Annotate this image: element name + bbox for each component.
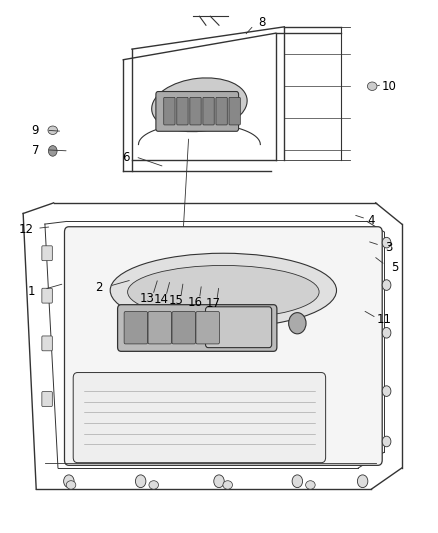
Text: 9: 9 xyxy=(32,124,39,137)
Circle shape xyxy=(292,475,303,488)
Ellipse shape xyxy=(152,78,247,132)
FancyBboxPatch shape xyxy=(229,98,240,125)
Circle shape xyxy=(214,475,224,488)
Circle shape xyxy=(48,146,57,156)
Ellipse shape xyxy=(223,481,233,489)
FancyBboxPatch shape xyxy=(42,336,52,351)
Text: 10: 10 xyxy=(382,80,397,93)
Text: 3: 3 xyxy=(385,241,392,254)
Text: 1: 1 xyxy=(28,286,35,298)
Ellipse shape xyxy=(127,265,319,318)
FancyBboxPatch shape xyxy=(156,92,239,131)
Circle shape xyxy=(135,475,146,488)
Circle shape xyxy=(382,327,391,338)
FancyBboxPatch shape xyxy=(190,98,201,125)
Circle shape xyxy=(382,237,391,248)
Ellipse shape xyxy=(306,481,315,489)
FancyBboxPatch shape xyxy=(148,312,172,344)
Text: 13: 13 xyxy=(140,292,155,305)
FancyBboxPatch shape xyxy=(205,307,272,348)
FancyBboxPatch shape xyxy=(73,373,325,463)
Text: 12: 12 xyxy=(19,223,34,236)
FancyBboxPatch shape xyxy=(117,305,277,351)
FancyBboxPatch shape xyxy=(64,227,382,465)
Circle shape xyxy=(382,436,391,447)
Circle shape xyxy=(382,280,391,290)
Circle shape xyxy=(357,475,368,488)
Ellipse shape xyxy=(367,82,377,91)
FancyBboxPatch shape xyxy=(42,246,52,261)
Text: 11: 11 xyxy=(377,313,392,326)
Circle shape xyxy=(64,475,74,488)
FancyBboxPatch shape xyxy=(177,98,188,125)
Ellipse shape xyxy=(110,253,336,327)
Circle shape xyxy=(382,386,391,397)
Text: 2: 2 xyxy=(95,281,103,294)
Text: 14: 14 xyxy=(154,293,169,306)
Text: 5: 5 xyxy=(392,261,399,274)
Ellipse shape xyxy=(48,126,57,134)
Text: 7: 7 xyxy=(32,144,39,157)
Text: 15: 15 xyxy=(169,294,184,308)
Text: 17: 17 xyxy=(206,297,221,310)
FancyBboxPatch shape xyxy=(172,312,195,344)
FancyBboxPatch shape xyxy=(42,392,52,407)
FancyBboxPatch shape xyxy=(196,312,219,344)
FancyBboxPatch shape xyxy=(42,288,52,303)
FancyBboxPatch shape xyxy=(124,312,148,344)
Text: 16: 16 xyxy=(188,295,203,309)
Text: 6: 6 xyxy=(122,151,129,164)
FancyBboxPatch shape xyxy=(203,98,214,125)
Text: 4: 4 xyxy=(367,214,375,227)
FancyBboxPatch shape xyxy=(216,98,227,125)
FancyBboxPatch shape xyxy=(164,98,175,125)
Ellipse shape xyxy=(149,481,159,489)
Ellipse shape xyxy=(66,481,76,489)
Circle shape xyxy=(289,313,306,334)
Text: 8: 8 xyxy=(258,16,265,29)
